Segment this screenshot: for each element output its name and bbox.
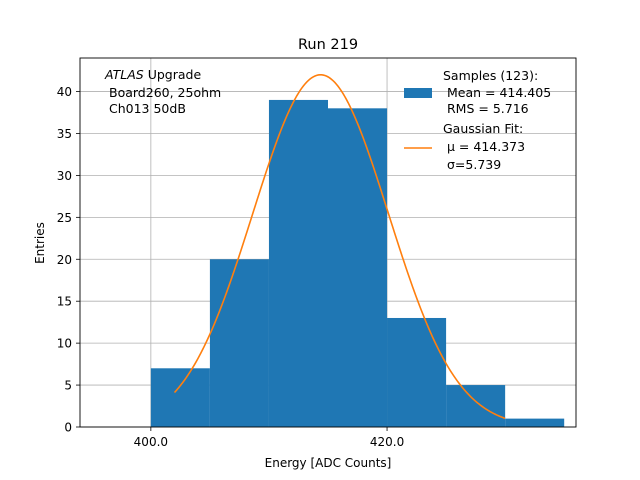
y-tick-label: 15 [57,295,72,309]
y-tick-label: 0 [64,421,72,435]
y-tick-label: 5 [64,379,72,393]
annotation-text: ATLAS Upgrade Board260, 25ohm Ch013 50dB [104,67,221,116]
histogram-bars [150,99,565,428]
y-tick-label: 20 [57,253,72,267]
chart-title: Run 219 [298,37,358,53]
legend-fit-mu: μ = 414.373 [447,139,525,154]
histogram-bar [150,368,210,427]
legend-samples-mean: Mean = 414.405 [447,85,551,100]
y-tick-label: 30 [57,169,72,183]
histogram-bar [446,385,506,427]
y-axis-label: Entries [33,222,47,264]
annotation-line-1: ATLAS Upgrade [104,67,201,82]
y-tick-label: 40 [57,85,72,99]
y-axis-ticks: 0 5 10 15 20 25 30 35 40 [57,85,80,435]
y-tick-label: 25 [57,211,72,225]
histogram-bar [328,108,388,428]
plot-frame [79,57,577,428]
gaussian-fit-curve [173,73,506,420]
y-tick-label: 10 [57,337,72,351]
legend-samples-swatch [404,88,432,98]
y-tick-label: 35 [57,127,72,141]
legend-samples-rms: RMS = 5.716 [447,101,529,116]
histogram-bar [268,99,328,427]
histogram-bar [505,418,565,427]
x-axis-label: Energy [ADC Counts] [265,456,392,470]
legend-fit-sigma: σ=5.739 [447,157,501,172]
legend-samples-label: Samples (123): [443,68,538,83]
x-tick-label: 420.0 [370,435,404,449]
x-axis-ticks: 400.0 420.0 [134,427,404,449]
histogram-bar [387,317,447,427]
annotation-line-2: Board260, 25ohm [109,85,221,100]
x-tick-label: 400.0 [134,435,168,449]
histogram-bar [209,259,269,427]
legend: Samples (123): Mean = 414.405 RMS = 5.71… [404,68,551,172]
annotation-line-3: Ch013 50dB [109,101,186,116]
legend-fit-label: Gaussian Fit: [443,121,523,136]
